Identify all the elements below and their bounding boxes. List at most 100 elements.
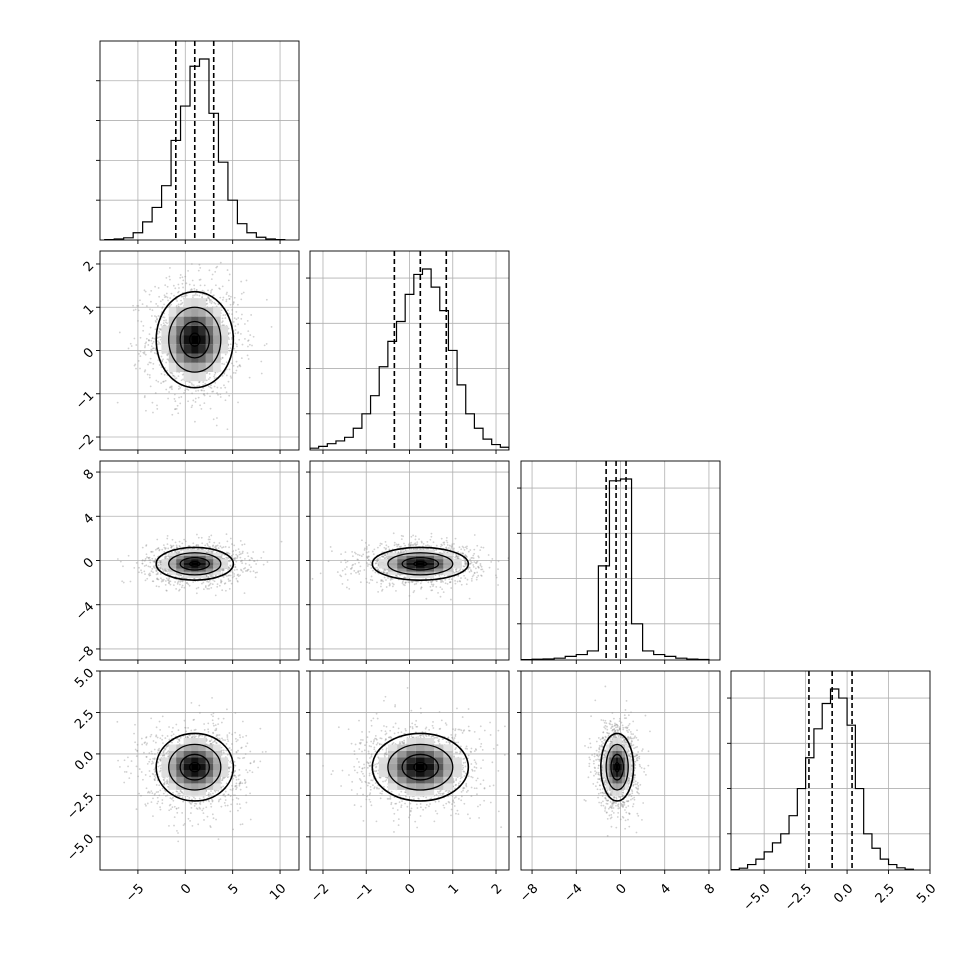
scatter-point: [384, 548, 387, 551]
scatter-point: [162, 569, 165, 572]
scatter-point: [456, 557, 459, 560]
scatter-point: [439, 595, 442, 598]
scatter-point: [156, 547, 159, 550]
scatter-point: [212, 390, 215, 393]
scatter-point: [220, 579, 222, 582]
scatter-point: [451, 545, 454, 547]
scatter-point: [148, 361, 151, 364]
scatter-point: [176, 582, 179, 585]
scatter-point: [156, 318, 158, 321]
scatter-point: [410, 548, 413, 550]
scatter-point: [166, 285, 169, 288]
scatter-point: [357, 571, 360, 574]
density-cell: [198, 325, 206, 336]
scatter-point: [355, 571, 357, 574]
scatter-point: [200, 389, 203, 392]
scatter-point: [163, 324, 166, 327]
density-cell: [168, 307, 177, 317]
density-cell: [388, 552, 398, 556]
scatter-point: [213, 375, 215, 378]
scatter-point: [155, 791, 158, 794]
scatter-point: [229, 565, 232, 567]
scatter-point: [210, 586, 213, 589]
scatter-point: [374, 559, 377, 562]
scatter-point: [181, 542, 184, 545]
scatter-point: [445, 536, 448, 539]
scatter-point: [171, 372, 174, 375]
scatter-point: [147, 339, 150, 341]
scatter-point: [165, 388, 168, 391]
scatter-point: [180, 549, 182, 552]
scatter-point: [152, 347, 154, 350]
scatter-point: [236, 568, 238, 571]
scatter-point: [181, 373, 184, 376]
scatter-point: [497, 584, 499, 586]
scatter-point: [208, 545, 210, 548]
scatter-point: [201, 809, 204, 812]
scatter-point: [146, 373, 149, 376]
scatter-point: [166, 354, 169, 357]
scatter-point: [403, 576, 405, 579]
scatter-point: [379, 585, 382, 588]
scatter-point: [404, 544, 407, 547]
scatter-point: [471, 575, 474, 578]
scatter-point: [199, 807, 202, 810]
scatter-point: [199, 266, 202, 269]
scatter-point: [173, 398, 176, 400]
scatter-point: [339, 574, 342, 577]
scatter-point: [154, 559, 157, 561]
scatter-point: [154, 285, 156, 288]
scatter-point: [442, 541, 445, 544]
scatter-point: [174, 575, 177, 578]
scatter-point: [359, 570, 362, 572]
density-cell: [183, 555, 192, 560]
scatter-point: [235, 785, 238, 787]
scatter-point: [196, 385, 199, 387]
scatter-point: [216, 544, 219, 547]
scatter-point: [225, 300, 228, 303]
scatter-point: [345, 586, 348, 589]
scatter-point: [198, 384, 200, 387]
scatter-point: [348, 587, 351, 590]
scatter-point: [382, 555, 385, 558]
scatter-point: [146, 556, 148, 559]
scatter-point: [169, 267, 171, 269]
scatter-point: [194, 401, 197, 403]
scatter-point: [352, 563, 355, 566]
scatter-point: [386, 552, 389, 555]
scatter-point: [165, 589, 168, 592]
scatter-point: [214, 371, 217, 374]
scatter-point: [245, 745, 247, 748]
density-contour: [387, 552, 454, 576]
scatter-point: [177, 305, 180, 308]
scatter-point: [236, 574, 239, 577]
scatter-point: [450, 545, 453, 548]
scatter-point: [470, 579, 473, 582]
scatter-point: [205, 372, 208, 375]
scatter-point: [154, 347, 157, 350]
density-cell: [198, 568, 206, 572]
scatter-point: [216, 583, 219, 586]
scatter-point: [425, 597, 428, 600]
scatter-point: [207, 538, 210, 541]
scatter-point: [176, 737, 179, 740]
scatter-point: [477, 556, 480, 559]
density-cell: [443, 571, 453, 575]
scatter-point: [251, 557, 254, 560]
scatter-point: [162, 754, 165, 757]
scatter-point: [143, 352, 146, 355]
density-cell: [191, 571, 199, 575]
scatter-point: [163, 319, 165, 322]
scatter-point: [156, 305, 159, 307]
scatter-point: [208, 297, 210, 300]
scatter-point: [139, 367, 141, 370]
scatter-point: [239, 365, 242, 368]
scatter-point: [145, 305, 148, 307]
scatter-point: [384, 568, 386, 571]
scatter-point: [163, 551, 166, 553]
scatter-point: [415, 582, 418, 585]
scatter-point: [239, 553, 242, 555]
scatter-point: [247, 555, 250, 558]
histogram-panel-1: [306, 250, 510, 454]
